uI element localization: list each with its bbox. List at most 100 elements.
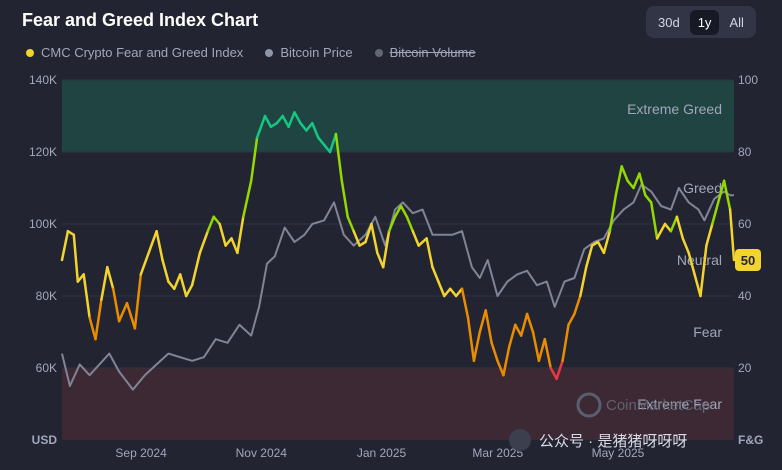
y-left-unit-label: USD bbox=[32, 433, 58, 447]
fear-greed-segment bbox=[669, 215, 679, 233]
fear-greed-segment bbox=[100, 265, 109, 301]
fear-greed-segment bbox=[508, 323, 517, 348]
x-tick-label: May 2025 bbox=[592, 446, 645, 460]
fear-greed-segment bbox=[106, 265, 115, 291]
fear-greed-segment bbox=[675, 215, 685, 240]
fear-greed-segment bbox=[88, 316, 97, 341]
fear-greed-segment bbox=[72, 233, 80, 283]
fear-greed-segment bbox=[370, 222, 379, 255]
fear-greed-segment bbox=[147, 229, 158, 255]
fear-greed-segment bbox=[466, 316, 476, 363]
extreme-greed-zone bbox=[62, 80, 734, 152]
fear-greed-segment bbox=[711, 201, 720, 226]
y-right-tick-label: 20 bbox=[738, 361, 752, 375]
fear-greed-segment bbox=[405, 215, 415, 233]
range-30d-button[interactable]: 30d bbox=[658, 14, 680, 30]
chart-legend: CMC Crypto Fear and Greed Index Bitcoin … bbox=[26, 45, 476, 60]
fear-greed-segment bbox=[602, 229, 612, 255]
fear-greed-segment bbox=[626, 179, 635, 190]
fear-greed-segment bbox=[693, 273, 702, 298]
fear-greed-segment bbox=[60, 229, 70, 262]
y-left-tick-label: 120K bbox=[29, 145, 57, 159]
fear-greed-segment bbox=[299, 121, 308, 132]
fear-greed-segment bbox=[224, 237, 233, 247]
y-right-tick-label: 100 bbox=[738, 73, 758, 87]
x-tick-label: Nov 2024 bbox=[236, 446, 288, 460]
bitcoin-price-line bbox=[61, 183, 734, 391]
fear-greed-segment bbox=[117, 301, 129, 323]
fear-greed-segment bbox=[502, 345, 511, 377]
fear-greed-segment bbox=[190, 251, 202, 287]
fear-greed-segment bbox=[305, 121, 314, 132]
fear-greed-segment bbox=[443, 287, 452, 298]
current-value-text: 50 bbox=[741, 253, 755, 268]
legend-item-fear-greed[interactable]: CMC Crypto Fear and Greed Index bbox=[26, 45, 243, 60]
fear-greed-segment bbox=[230, 237, 239, 255]
fear-greed-segment bbox=[519, 312, 529, 337]
fear-greed-segment bbox=[322, 143, 332, 154]
fear-greed-segment bbox=[263, 114, 273, 129]
fear-greed-segment bbox=[287, 111, 296, 129]
wechat-watermark: 公众号 · 是猪猪呀呀呀 bbox=[539, 433, 687, 450]
fear-greed-segment bbox=[425, 237, 434, 269]
fear-greed-segment bbox=[620, 165, 629, 183]
fear-greed-segment bbox=[496, 359, 505, 377]
fear-greed-segment bbox=[514, 323, 523, 337]
fear-greed-segment bbox=[178, 273, 188, 298]
y-right-tick-label: 40 bbox=[738, 289, 752, 303]
fear-greed-segment bbox=[236, 215, 245, 255]
fear-greed-segment bbox=[663, 222, 673, 233]
x-tick-label: Jan 2025 bbox=[357, 446, 407, 460]
fear-greed-segment bbox=[184, 283, 194, 298]
fear-greed-segment bbox=[596, 240, 606, 255]
fear-greed-segment bbox=[716, 179, 726, 204]
x-tick-label: Mar 2025 bbox=[472, 446, 523, 460]
fear-greed-segment bbox=[567, 312, 576, 327]
legend-label: Bitcoin Price bbox=[280, 45, 353, 60]
fear-greed-segment bbox=[249, 136, 259, 183]
fear-greed-segment bbox=[387, 215, 397, 233]
fear-greed-segment bbox=[681, 237, 690, 255]
fear-greed-segment bbox=[376, 251, 385, 269]
fear-greed-segment bbox=[82, 273, 91, 319]
fear-greed-segment bbox=[311, 121, 320, 139]
fear-greed-segment bbox=[316, 136, 326, 147]
fear-greed-segment bbox=[531, 330, 541, 363]
fear-greed-segment bbox=[340, 179, 349, 219]
legend-dot-icon bbox=[265, 48, 274, 57]
fear-greed-segment bbox=[537, 337, 547, 363]
y-right-tick-label: 60 bbox=[738, 217, 752, 231]
y-left-tick-label: 140K bbox=[29, 73, 57, 87]
chart-title: Fear and Greed Index Chart bbox=[22, 10, 259, 30]
fear-greed-segment bbox=[346, 215, 355, 233]
fear-greed-segment bbox=[608, 193, 618, 233]
fear-greed-segment bbox=[579, 265, 588, 298]
fear-greed-segment bbox=[525, 312, 535, 334]
fear-greed-segment bbox=[478, 309, 487, 334]
fear-greed-segment bbox=[381, 229, 391, 269]
fear-greed-segment bbox=[155, 229, 164, 262]
fear-greed-segment bbox=[437, 280, 446, 298]
fear-greed-segment bbox=[687, 251, 696, 276]
range-1y-button[interactable]: 1y bbox=[689, 9, 720, 35]
fear-greed-segment bbox=[167, 280, 176, 291]
fear-greed-segment bbox=[161, 258, 170, 283]
fear-greed-segment bbox=[173, 273, 182, 291]
fear-greed-segment bbox=[699, 244, 708, 298]
fear-greed-segment bbox=[649, 201, 659, 240]
range-all-button[interactable]: All bbox=[729, 14, 744, 30]
fear-greed-segment bbox=[206, 215, 215, 233]
fear-greed-segment bbox=[573, 294, 582, 316]
legend-label: Bitcoin Volume bbox=[389, 45, 476, 60]
fear-greed-segment bbox=[549, 366, 558, 381]
legend-item-bitcoin-price[interactable]: Bitcoin Price bbox=[265, 45, 353, 60]
wechat-icon bbox=[509, 429, 531, 451]
extreme-greed-label: Extreme Greed bbox=[627, 101, 722, 117]
fear-greed-segment bbox=[472, 330, 482, 363]
x-tick-label: Sep 2024 bbox=[115, 446, 167, 460]
y-right-unit-label: F&G bbox=[738, 433, 763, 447]
fear-greed-segment bbox=[543, 337, 552, 370]
fear-greed-segment bbox=[255, 114, 267, 139]
legend-item-bitcoin-volume[interactable]: Bitcoin Volume bbox=[374, 45, 476, 60]
